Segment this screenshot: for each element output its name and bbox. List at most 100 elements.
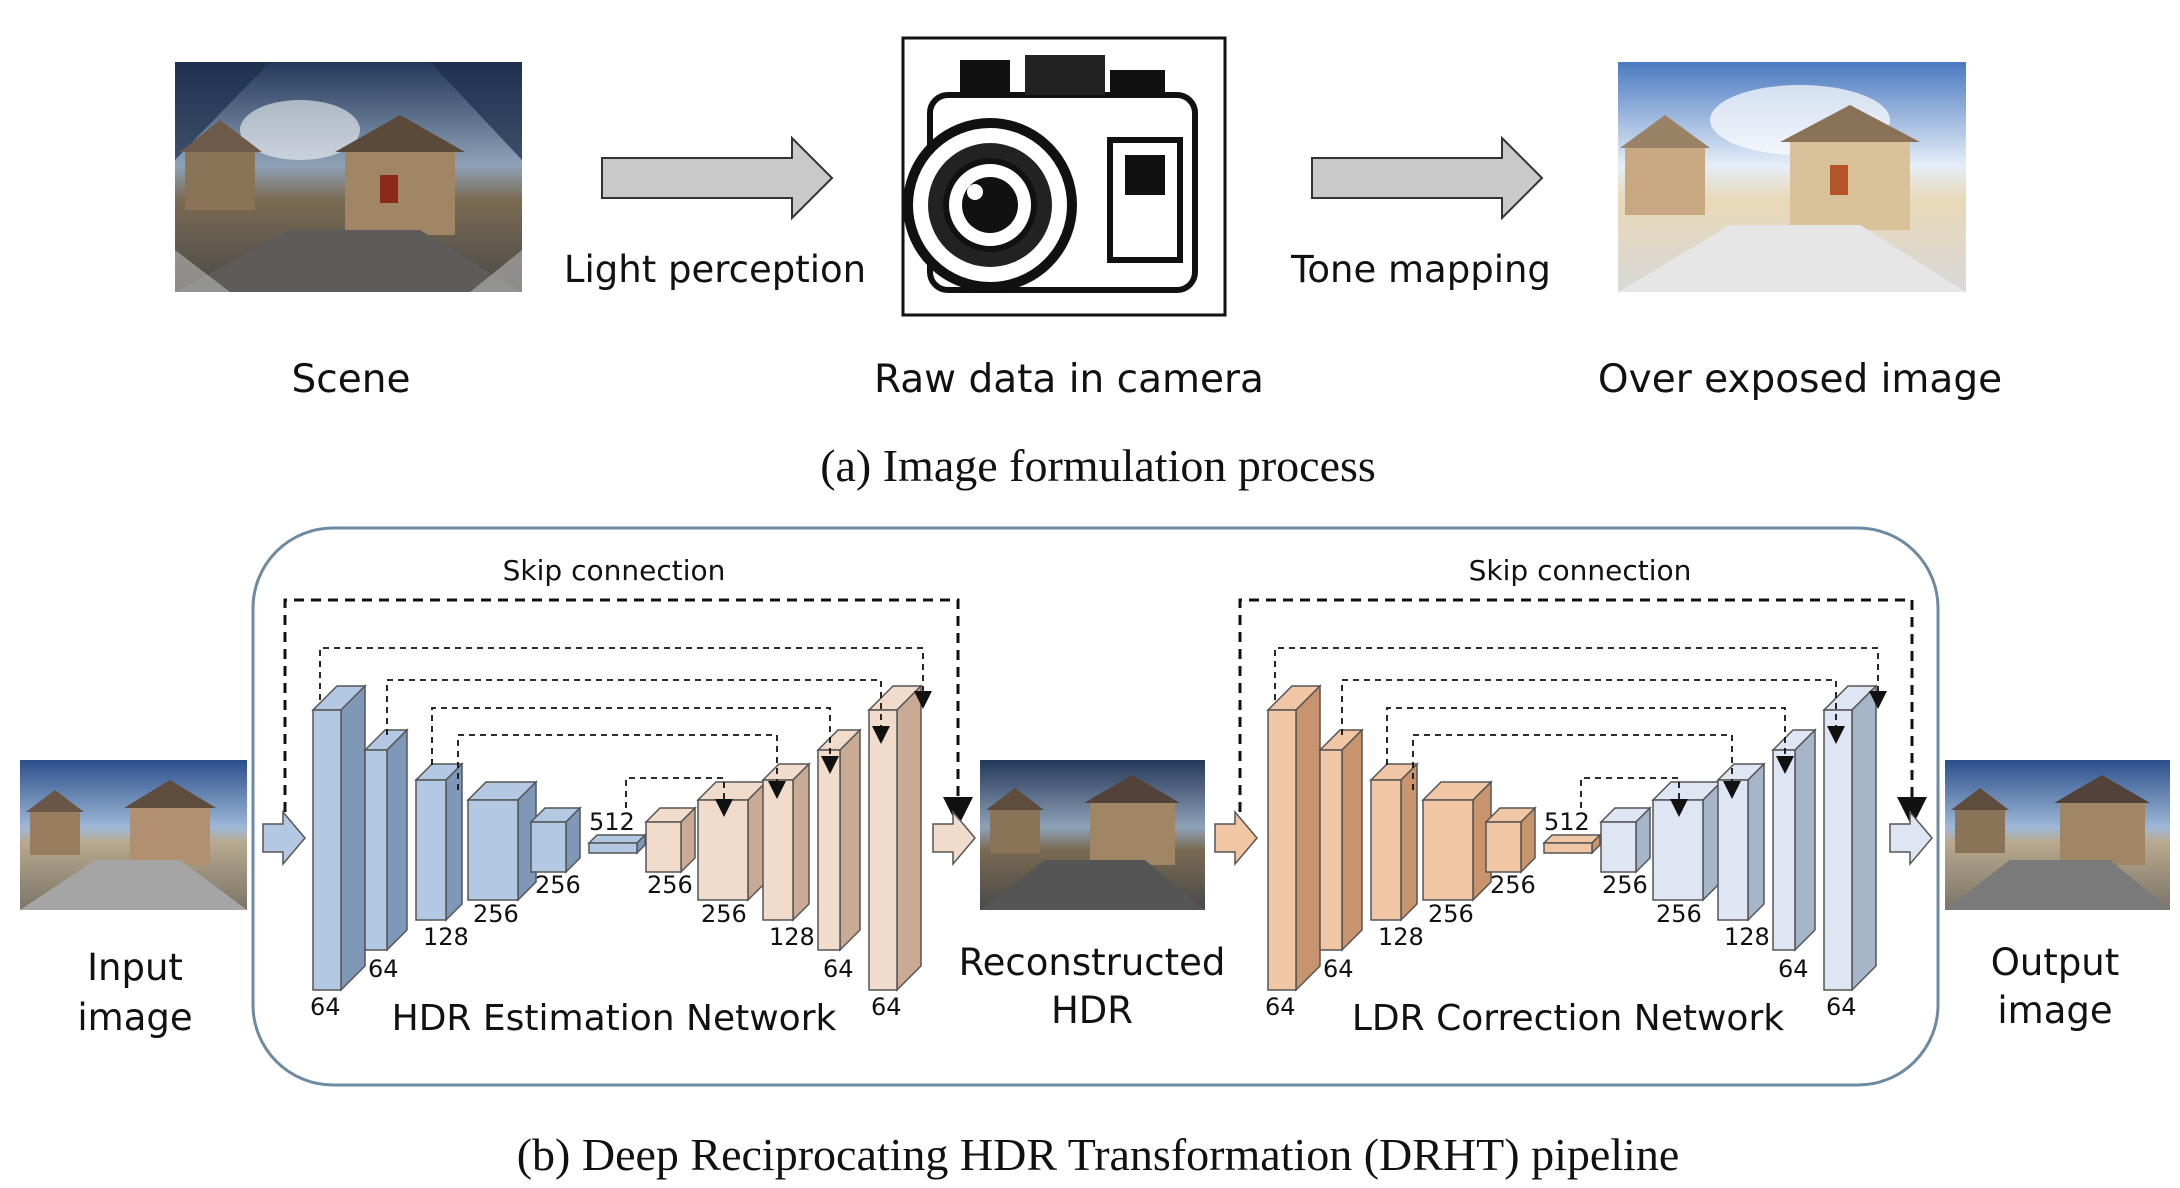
recon-label-line1: Reconstructed (959, 941, 1226, 984)
ldr-layer-5-front (1543, 842, 1593, 854)
ldr-layer-10-front (1823, 709, 1853, 991)
hdr-channel-label-3: 256 (473, 900, 519, 928)
hdr-skip-3 (457, 734, 786, 799)
ldr-in-flow-arrow (1214, 809, 1258, 867)
hdr-layer-0-front (312, 709, 342, 991)
output-label-line1: Output (1991, 941, 2120, 984)
tone-mapping-arrow (1311, 135, 1544, 221)
ldr-layer-1-side (1341, 728, 1363, 952)
ldr-layer-10-side (1851, 684, 1877, 992)
hdr-layer-2-front (415, 779, 447, 921)
hdr-channel-label-8: 128 (769, 923, 815, 951)
recon-label-line2: HDR (1051, 989, 1133, 1032)
ldr-channel-label-4: 256 (1490, 871, 1536, 899)
hdr-network-label: HDR Estimation Network (392, 998, 837, 1039)
hdr-skip-4 (625, 777, 733, 817)
light-perception-arrow (601, 135, 834, 221)
hdr-layer-1-side (386, 728, 408, 952)
ldr-skip-1 (1341, 679, 1845, 744)
hdr-layer-5-front (588, 842, 638, 854)
input-image (20, 760, 247, 910)
camera-icon (901, 36, 1227, 317)
hdr-layer-6-front (645, 821, 682, 873)
ldr-layer-9-side (1794, 728, 1816, 952)
ldr-channel-label-9: 64 (1778, 955, 1809, 983)
ldr-layer-2-side (1400, 762, 1418, 922)
ldr-skip-3 (1412, 734, 1741, 799)
ldr-layer-4-front (1485, 821, 1522, 873)
ldr-outer-skip (1238, 598, 1927, 827)
output-image (1945, 760, 2170, 910)
tone-mapping-label: Tone mapping (1290, 248, 1551, 291)
scene-label: Scene (292, 357, 411, 402)
ldr-channel-label-10: 64 (1826, 993, 1857, 1021)
scene-image (175, 62, 522, 292)
ldr-channel-label-0: 64 (1265, 993, 1296, 1021)
input-flow-arrow (262, 809, 306, 867)
hdr-channel-label-5: 512 (589, 808, 635, 836)
ldr-layer-5-top (1542, 834, 1602, 844)
hdr-layer-4-front (530, 821, 567, 873)
ldr-channel-label-8: 128 (1724, 923, 1770, 951)
hdr-layer-10-side (896, 684, 922, 992)
hdr-layer-5-top (587, 834, 647, 844)
ldr-skip-0 (1274, 647, 1887, 709)
hdr-skip-1 (386, 679, 890, 744)
ldr-channel-label-6: 256 (1602, 871, 1648, 899)
ldr-channel-label-7: 256 (1656, 900, 1702, 928)
hdr-layer-9-front (817, 749, 841, 951)
ldr-channel-label-1: 64 (1323, 955, 1354, 983)
hdr-layer-3-front (467, 799, 519, 901)
ldr-layer-0-side (1295, 684, 1321, 992)
ldr-layer-9-front (1772, 749, 1796, 951)
hdr-channel-label-2: 128 (423, 923, 469, 951)
hdr-outer-skip (283, 598, 973, 827)
reconstructed-hdr-image (980, 760, 1205, 910)
over-exposed-label: Over exposed image (1598, 357, 2002, 402)
hdr-channel-label-9: 64 (823, 955, 854, 983)
hdr-layer-2-side (445, 762, 463, 922)
hdr-layer-1-front (364, 749, 388, 951)
skip-connection-label-right: Skip connection (1469, 554, 1692, 587)
hdr-skip-0 (319, 647, 932, 709)
ldr-channel-label-2: 128 (1378, 923, 1424, 951)
skip-connection-label-left: Skip connection (503, 554, 726, 587)
ldr-layer-1-front (1319, 749, 1343, 951)
hdr-channel-label-4: 256 (535, 871, 581, 899)
hdr-layer-7-front (697, 799, 749, 901)
ldr-layer-8-side (1747, 762, 1765, 922)
hdr-out-flow-arrow (932, 809, 976, 867)
output-label-line2: image (1997, 989, 2112, 1032)
ldr-layer-2-front (1370, 779, 1402, 921)
input-label-line2: image (77, 996, 192, 1039)
ldr-skip-4 (1580, 777, 1688, 817)
caption-a: (a) Image formulation process (820, 440, 1376, 491)
light-perception-label: Light perception (564, 248, 866, 291)
hdr-channel-label-6: 256 (647, 871, 693, 899)
hdr-skip-2 (431, 707, 839, 774)
hdr-channel-label-1: 64 (368, 955, 399, 983)
pipeline-frame (251, 526, 1940, 1087)
ldr-layer-8-front (1717, 779, 1749, 921)
hdr-layer-0-side (340, 684, 366, 992)
ldr-channel-label-5: 512 (1544, 808, 1590, 836)
hdr-layer-8-side (792, 762, 810, 922)
hdr-channel-label-7: 256 (701, 900, 747, 928)
caption-b: (b) Deep Reciprocating HDR Transformatio… (517, 1129, 1680, 1180)
ldr-layer-7-front (1652, 799, 1704, 901)
ldr-network-label: LDR Correction Network (1352, 998, 1784, 1039)
output-flow-arrow (1889, 809, 1933, 867)
ldr-layer-6-front (1600, 821, 1637, 873)
over-exposed-image (1618, 62, 1966, 292)
ldr-layer-3-front (1422, 799, 1474, 901)
hdr-layer-8-front (762, 779, 794, 921)
hdr-channel-label-10: 64 (871, 993, 902, 1021)
hdr-layer-10-front (868, 709, 898, 991)
raw-data-label: Raw data in camera (874, 357, 1264, 402)
hdr-layer-9-side (839, 728, 861, 952)
ldr-channel-label-3: 256 (1428, 900, 1474, 928)
hdr-channel-label-0: 64 (310, 993, 341, 1021)
input-label-line1: Input (87, 946, 183, 989)
